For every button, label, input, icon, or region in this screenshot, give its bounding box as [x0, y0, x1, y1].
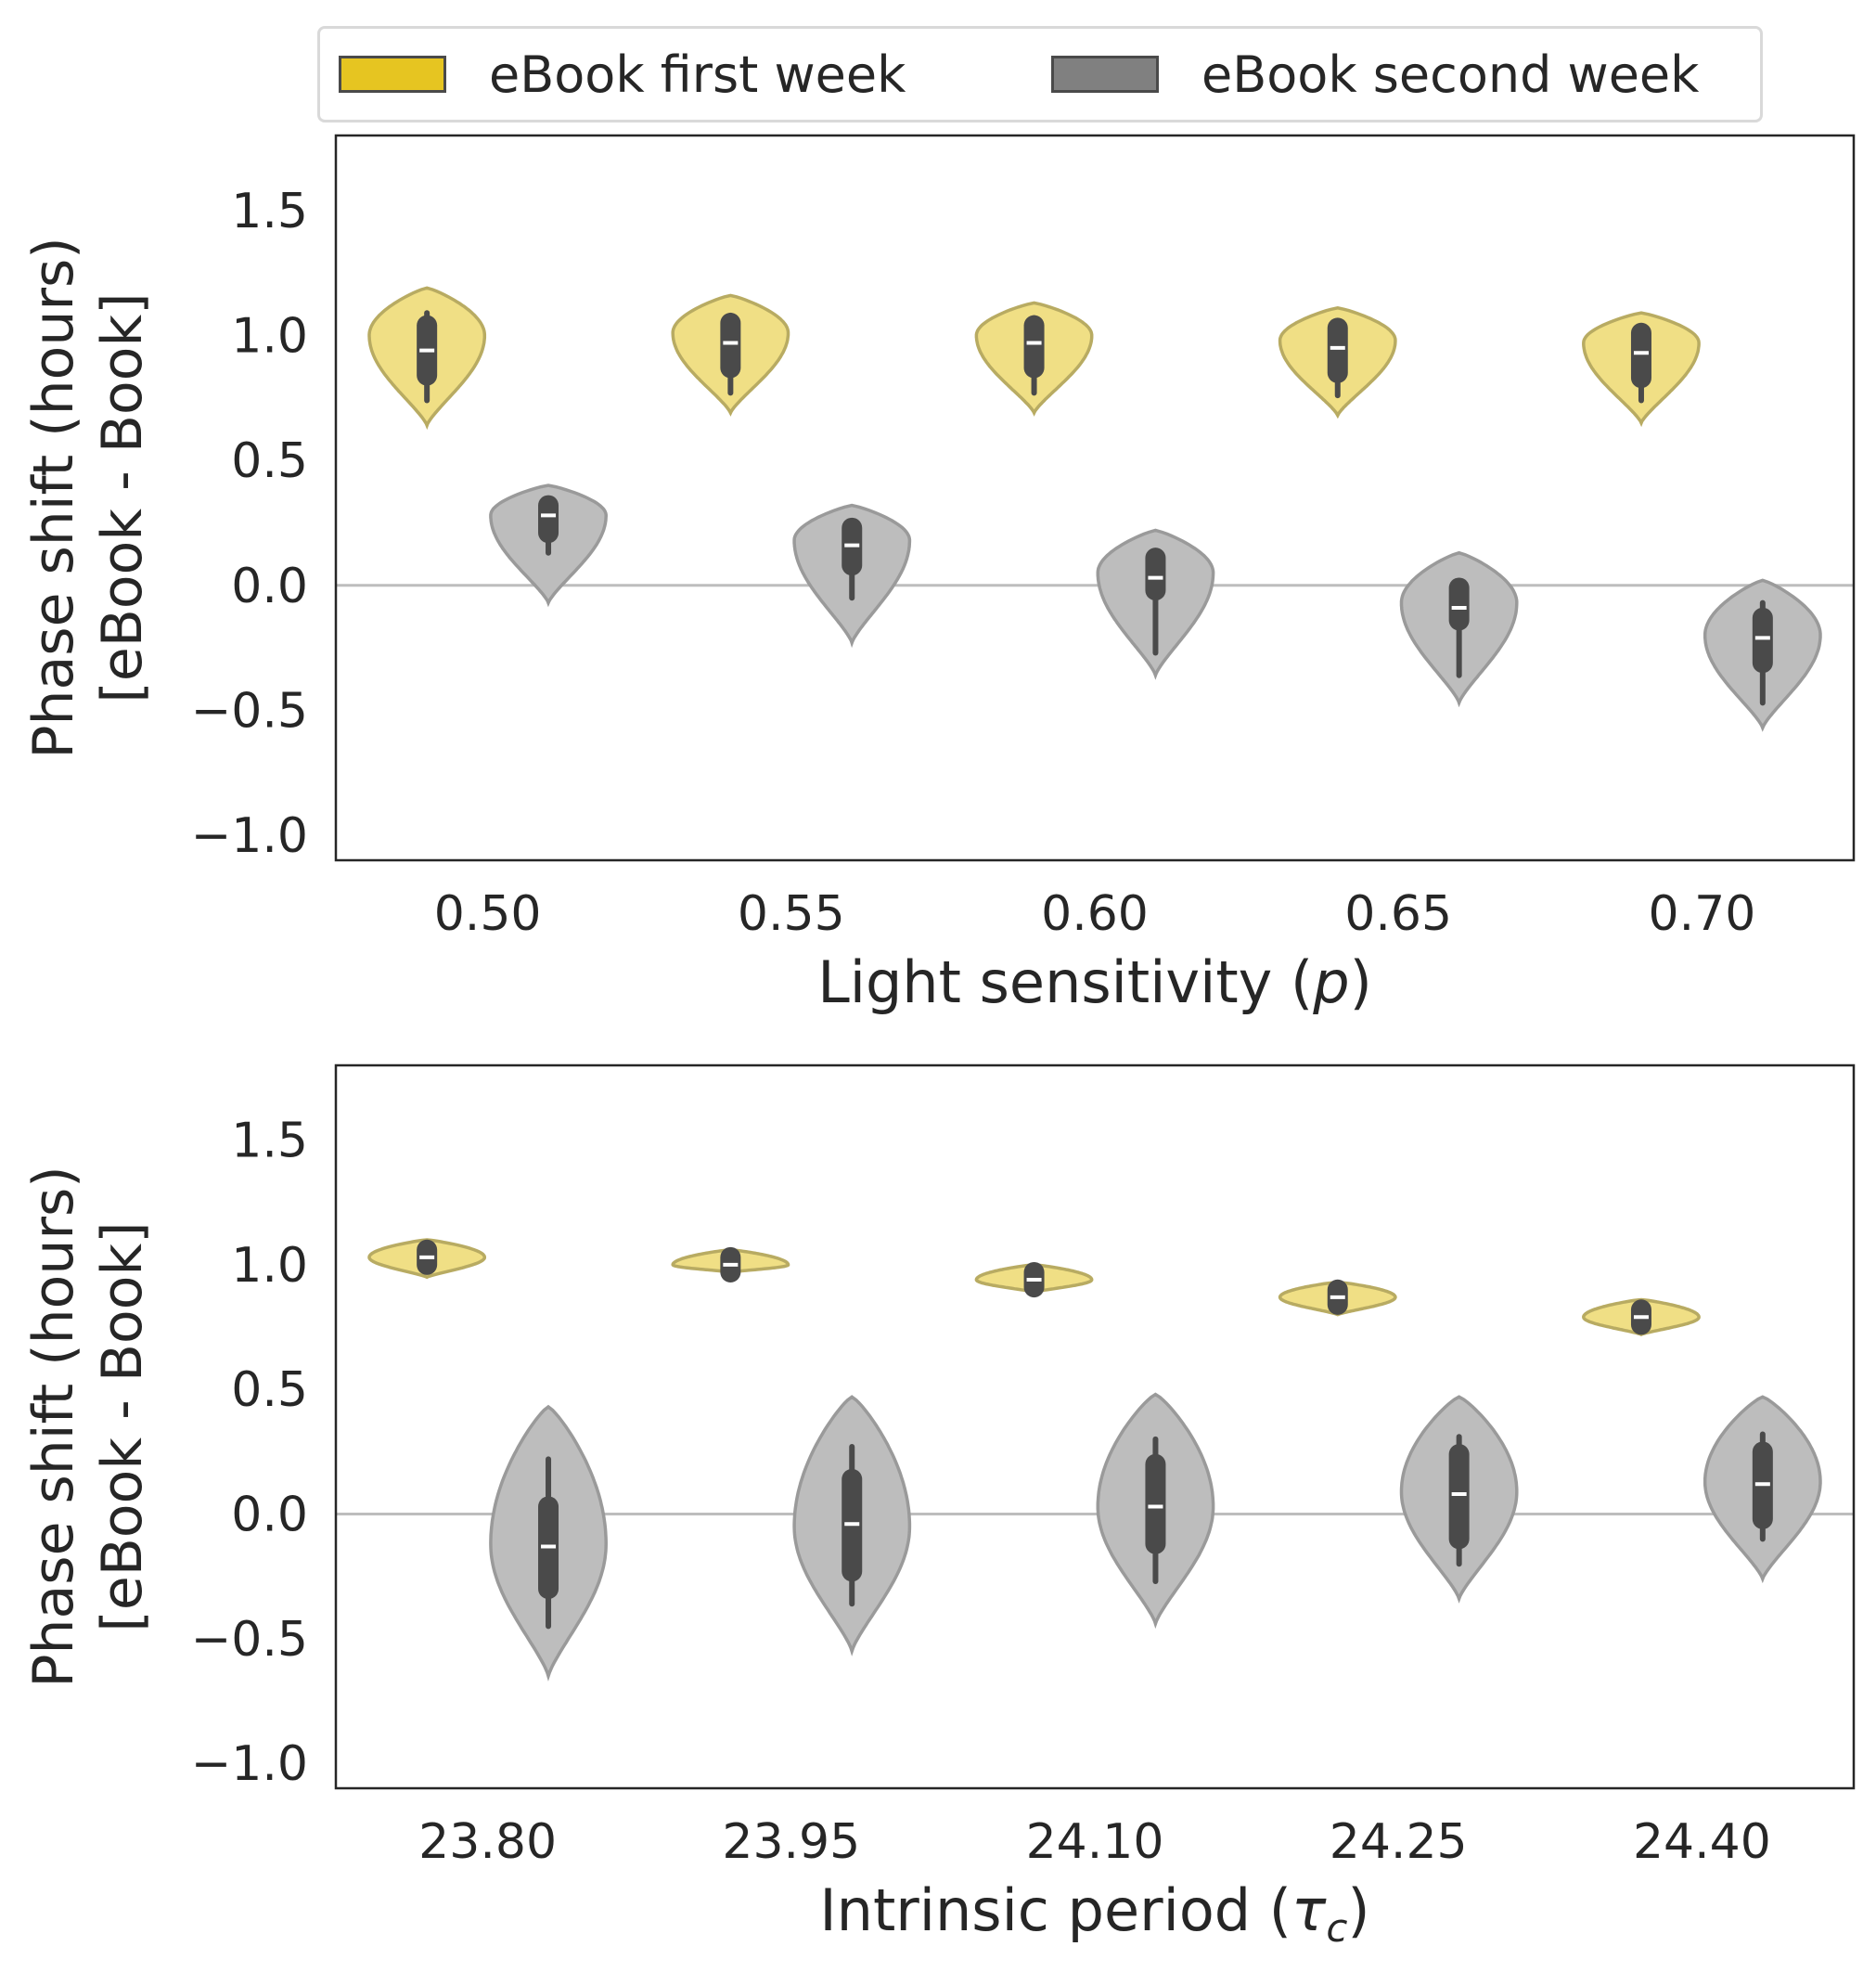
- chart-panel-2: −1.0 −0.5 0.0 0.5 1.0 1.5 23.80 23.95 24.10 24.25…: [21, 1063, 1856, 1951]
- ytick-label: 1.5: [231, 184, 308, 239]
- y-axis-label: [eBook - Book]: [90, 292, 155, 702]
- legend-item-first-week: eBook first week: [339, 29, 906, 120]
- xtick-label: 23.80: [418, 1814, 557, 1870]
- legend-label-second-week: eBook second week: [1201, 45, 1700, 104]
- xtick-label: 0.70: [1649, 886, 1756, 942]
- xtick-label: 0.50: [434, 886, 542, 942]
- y-axis-label: Phase shift (hours): [21, 1166, 86, 1687]
- ytick-label: 0.5: [231, 1362, 308, 1418]
- xtick-label: 24.40: [1633, 1814, 1771, 1870]
- ytick-label: −1.0: [191, 808, 308, 864]
- legend-label-first-week: eBook first week: [489, 45, 906, 104]
- x-axis-label: Intrinsic period (τc): [819, 1876, 1369, 1951]
- ytick-label: −0.5: [191, 683, 308, 739]
- xtick-label: 24.25: [1330, 1814, 1468, 1870]
- ytick-label: 0.0: [231, 1488, 308, 1543]
- ytick-label: 1.5: [231, 1114, 308, 1169]
- legend: eBook first week eBook second week: [317, 26, 1763, 122]
- ytick-label: 1.0: [231, 1238, 308, 1294]
- plot-frame: [334, 1063, 1856, 1790]
- xtick-label: 23.95: [722, 1814, 860, 1870]
- ytick-label: 0.5: [231, 433, 308, 489]
- ytick-label: −0.5: [191, 1612, 308, 1668]
- ytick-label: 0.0: [231, 559, 308, 614]
- plot-frame: [334, 134, 1856, 862]
- chart-panel-1: −1.0 −0.5 0.0 0.5 1.0 1.5 0.50 0.55 0.60 0.65 0.70…: [21, 134, 1856, 1016]
- legend-item-second-week: eBook second week: [1051, 29, 1699, 120]
- legend-swatch-first-week: [339, 56, 446, 93]
- x-axis-label: Light sensitivity (p): [817, 948, 1372, 1016]
- y-axis-label: [eBook - Book]: [90, 1221, 155, 1631]
- xtick-label: 0.55: [738, 886, 845, 942]
- legend-swatch-second-week: [1051, 56, 1159, 93]
- xtick-label: 24.10: [1026, 1814, 1164, 1870]
- xtick-label: 0.65: [1344, 886, 1452, 942]
- ytick-label: −1.0: [191, 1736, 308, 1792]
- xtick-label: 0.60: [1041, 886, 1149, 942]
- y-axis-label: Phase shift (hours): [21, 237, 86, 758]
- ytick-label: 1.0: [231, 308, 308, 364]
